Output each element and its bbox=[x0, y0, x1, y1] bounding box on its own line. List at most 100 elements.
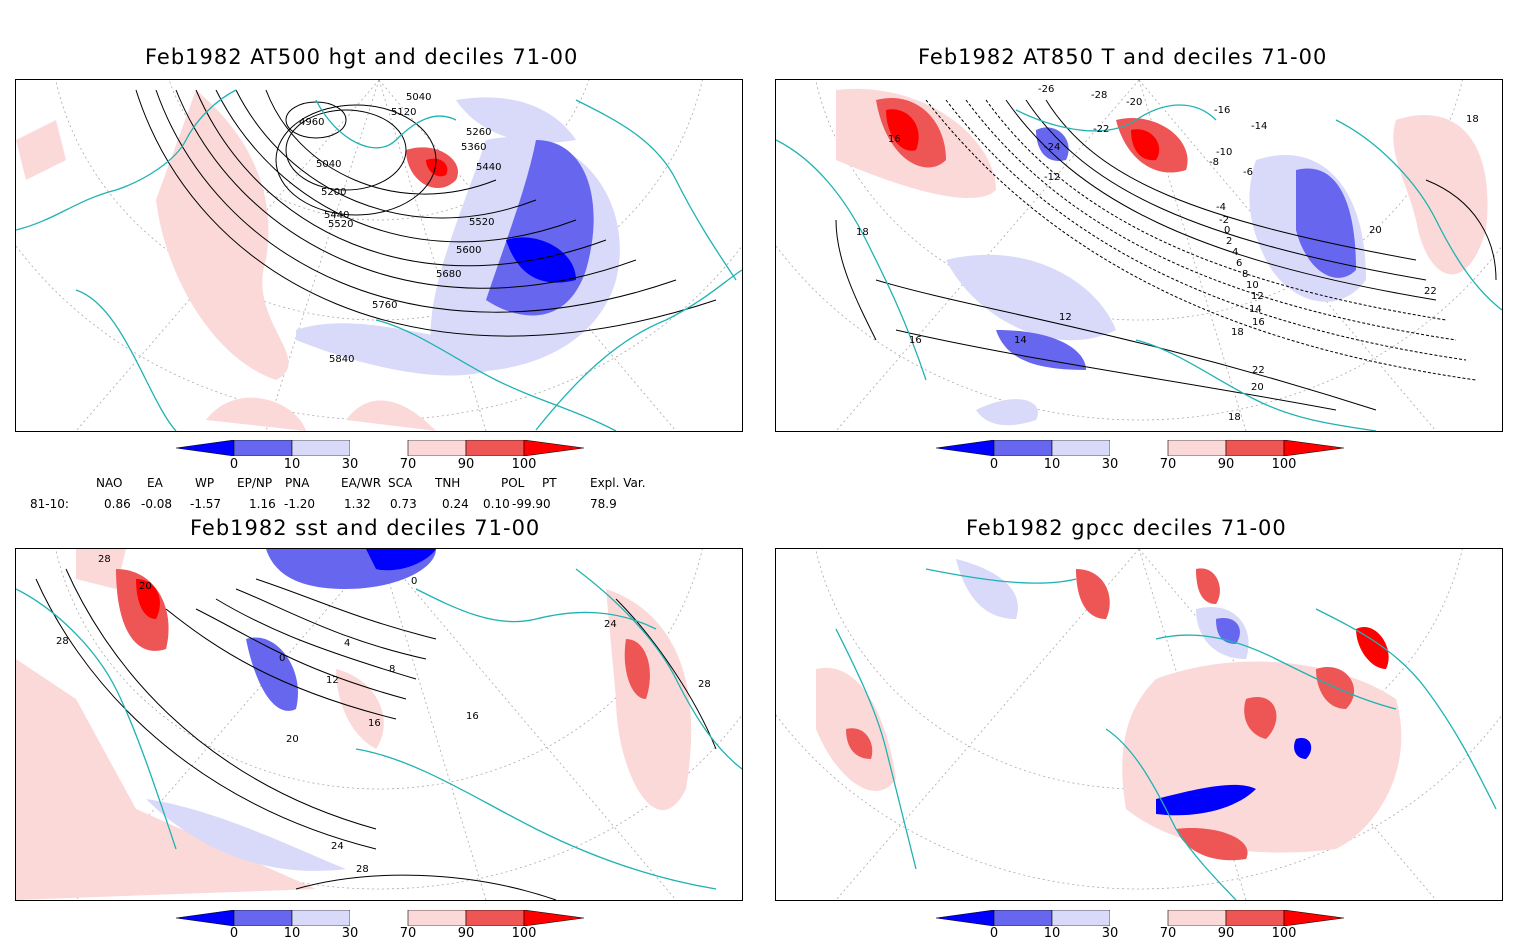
cbar-seg-6 bbox=[1283, 909, 1345, 927]
tick-label: 90 bbox=[1217, 457, 1235, 472]
index-value: 78.9 bbox=[590, 497, 617, 511]
contour-label: 5840 bbox=[329, 354, 354, 365]
contour-label: 16 bbox=[368, 718, 381, 729]
index-value: -0.08 bbox=[141, 497, 173, 511]
cbar-seg-2 bbox=[1051, 909, 1111, 927]
cbar-seg-4 bbox=[1167, 909, 1227, 927]
index-value: -1.57 bbox=[190, 497, 222, 511]
contour-label: 20 bbox=[139, 581, 152, 592]
tick-label: 30 bbox=[1101, 926, 1119, 941]
index-header: EA bbox=[147, 476, 163, 490]
height-contours bbox=[135, 89, 717, 337]
contour-label: 5260 bbox=[466, 127, 491, 138]
tick-label: 30 bbox=[341, 457, 359, 472]
cbar-seg-3 bbox=[350, 910, 408, 926]
tick-label: 10 bbox=[1043, 457, 1061, 472]
tick-label: 0 bbox=[989, 926, 999, 941]
tick-label: 10 bbox=[283, 457, 301, 472]
colorbar-ticks-bottom-right: 0 10 30 70 90 100 bbox=[936, 926, 1344, 941]
map-gpcc-svg bbox=[776, 549, 1502, 900]
contour-label: -8 bbox=[1209, 157, 1219, 168]
index-header: POL bbox=[501, 476, 525, 490]
colorbar-top-left bbox=[175, 439, 585, 457]
contour-label: 4960 bbox=[299, 117, 324, 128]
tick-label: 70 bbox=[1159, 926, 1177, 941]
contour-label: -12 bbox=[1044, 172, 1060, 183]
tick-label: 70 bbox=[399, 926, 417, 941]
contour-labels: 5040 5120 4960 5260 5360 5040 5440 5200 … bbox=[299, 92, 501, 365]
index-header: EP/NP bbox=[237, 476, 273, 490]
contour-label: 5600 bbox=[456, 245, 481, 256]
contour-label: 24 bbox=[604, 619, 617, 630]
contour-label: -26 bbox=[1038, 84, 1054, 95]
index-value: 0.73 bbox=[390, 497, 417, 511]
contour-label: 5040 bbox=[316, 159, 341, 170]
contour-label: 5360 bbox=[461, 142, 486, 153]
contour-label: 28 bbox=[356, 864, 369, 875]
contour-label: 5200 bbox=[321, 187, 346, 198]
contour-label: 6 bbox=[1236, 258, 1242, 269]
contour-label: 12 bbox=[1059, 312, 1072, 323]
contour-label: -28 bbox=[1091, 90, 1107, 101]
contour-label: 0 bbox=[1224, 225, 1230, 236]
cbar-seg-5 bbox=[1225, 909, 1285, 927]
contour-label: 18 bbox=[1466, 114, 1479, 125]
cbar-seg-1 bbox=[993, 909, 1053, 927]
coastlines bbox=[835, 568, 1497, 900]
contour-label: -14 bbox=[1251, 121, 1267, 132]
coastlines bbox=[16, 568, 742, 890]
contour-label: 18 bbox=[856, 227, 869, 238]
contour-label: -20 bbox=[1126, 97, 1142, 108]
tick-label: 30 bbox=[1101, 457, 1119, 472]
tick-label: 100 bbox=[1271, 457, 1297, 472]
tick-label: 90 bbox=[457, 457, 475, 472]
contour-label: 14 bbox=[1014, 335, 1027, 346]
cbar-seg-5 bbox=[465, 439, 525, 457]
contour-label: 24 bbox=[331, 841, 344, 852]
index-header: WP bbox=[195, 476, 215, 490]
contour-label: 20 bbox=[1251, 382, 1264, 393]
tick-label: 70 bbox=[1159, 457, 1177, 472]
contour-label: 4 bbox=[344, 638, 350, 649]
colorbar-top-right bbox=[935, 439, 1345, 457]
cbar-seg-2 bbox=[291, 909, 351, 927]
index-header: TNH bbox=[435, 476, 461, 490]
panel-title-at850: Feb1982 AT850 T and deciles 71-00 bbox=[918, 45, 1328, 69]
coastlines bbox=[776, 104, 1502, 431]
contour-label: -6 bbox=[1243, 167, 1253, 178]
index-value: 0.86 bbox=[104, 497, 131, 511]
map-at850-svg: -26 -28 -20 -16 -14 16 -24 -22 -12 -10 -… bbox=[776, 80, 1502, 431]
contour-label: 12 bbox=[326, 675, 339, 686]
map-panel-sst: 28 20 28 0 4 0 8 12 16 16 20 24 28 24 28 bbox=[15, 548, 743, 901]
map-at500-svg: 5040 5120 4960 5260 5360 5040 5440 5200 … bbox=[16, 80, 742, 431]
tick-label: 100 bbox=[511, 926, 537, 941]
contour-label: 4 bbox=[1232, 247, 1238, 258]
contour-label: 28 bbox=[98, 554, 111, 565]
contour-labels: -26 -28 -20 -16 -14 16 -24 -22 -12 -10 -… bbox=[856, 84, 1479, 423]
decile-shading bbox=[836, 88, 1488, 426]
index-header: PNA bbox=[285, 476, 310, 490]
index-header: NAO bbox=[96, 476, 123, 490]
panel-title-at500: Feb1982 AT500 hgt and deciles 71-00 bbox=[145, 45, 579, 69]
contour-label: 16 bbox=[1252, 317, 1265, 328]
index-header: PT bbox=[542, 476, 557, 490]
colorbar-bottom-left bbox=[175, 909, 585, 927]
contour-label: 12 bbox=[1251, 291, 1264, 302]
contour-label: 8 bbox=[389, 664, 395, 675]
cbar-seg-1 bbox=[993, 439, 1053, 457]
cbar-seg-6 bbox=[523, 439, 585, 457]
temperature-contours bbox=[835, 99, 1497, 411]
cbar-seg-2 bbox=[1051, 439, 1111, 457]
decile-shading bbox=[816, 559, 1402, 861]
contour-label: 5440 bbox=[324, 210, 349, 221]
tick-label: 100 bbox=[511, 457, 537, 472]
tick-label: 10 bbox=[1043, 926, 1061, 941]
cbar-seg-0 bbox=[175, 909, 235, 927]
cbar-seg-3 bbox=[1110, 910, 1168, 926]
index-row-label: 81-10: bbox=[30, 497, 69, 511]
decile-shading bbox=[16, 90, 620, 431]
contour-label: 5760 bbox=[372, 300, 397, 311]
decile-shading bbox=[16, 549, 692, 900]
contour-label: 5520 bbox=[328, 219, 353, 230]
cbar-seg-3 bbox=[1110, 440, 1168, 456]
